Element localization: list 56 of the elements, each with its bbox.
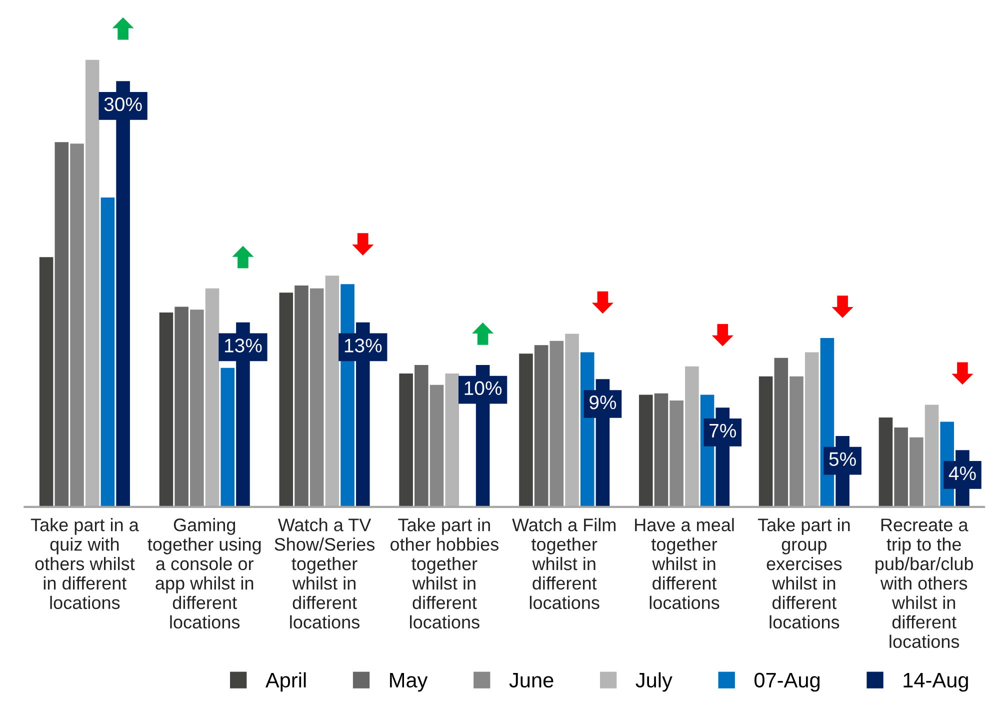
bar	[414, 364, 428, 507]
bar	[550, 340, 564, 507]
bar	[294, 286, 308, 507]
bar	[100, 198, 115, 507]
bar	[279, 292, 294, 507]
data-label: 7%	[710, 424, 736, 438]
bar	[220, 368, 235, 507]
bar	[325, 276, 340, 507]
bar	[430, 384, 444, 507]
bar	[399, 374, 413, 507]
data-label: 4%	[948, 466, 976, 480]
bar	[70, 144, 84, 507]
bar	[445, 374, 459, 507]
bar	[205, 288, 220, 507]
bar	[85, 60, 100, 507]
bar	[638, 394, 653, 507]
x-tick-label: Take part in group exercises whilst in different locations	[758, 518, 850, 629]
bar	[310, 288, 324, 507]
bar	[174, 306, 188, 507]
bar	[878, 418, 893, 507]
bar	[39, 257, 54, 507]
bar	[894, 427, 908, 507]
legend-label: April	[265, 672, 306, 692]
x-tick-label: Watch a TV Show/Series together whilst in different locations	[274, 518, 375, 629]
x-tick-label: Have a meal together whilst in different locations	[635, 518, 734, 610]
data-label: 9%	[590, 395, 616, 410]
bar	[534, 345, 548, 507]
data-label: 13%	[344, 338, 382, 352]
bar	[565, 334, 579, 507]
legend-label: 07-Aug	[754, 672, 820, 692]
bar	[519, 354, 533, 507]
x-tick-label: Recreate a trip to the pub/bar/club with others whilst in different locations	[876, 518, 974, 648]
legend-label: July	[636, 672, 672, 692]
legend-label: 14-Aug	[904, 673, 968, 692]
bar	[924, 404, 939, 507]
bar	[774, 358, 788, 507]
bar	[670, 400, 684, 507]
data-label: 5%	[829, 452, 856, 466]
x-tick-label: Watch a Film together whilst in different locations	[512, 518, 616, 610]
x-tick-label: Take part in other hobbies together whilst in different locations	[390, 518, 498, 629]
bar	[190, 310, 204, 507]
bar	[685, 366, 699, 507]
bar	[804, 352, 819, 507]
x-tick-label: Take part in a quiz with others whilst in different locations	[30, 518, 139, 610]
bar	[910, 437, 924, 507]
data-label: 13%	[224, 338, 262, 352]
data-label: 30%	[104, 97, 142, 112]
legend-label: May	[390, 673, 428, 692]
bar	[758, 376, 773, 507]
legend-label: June	[509, 673, 554, 688]
bar	[159, 312, 174, 507]
bar	[54, 142, 69, 507]
bar	[790, 376, 804, 507]
x-tick-label: Gaming together using a console or app whilst in different locations	[148, 518, 261, 629]
bar	[654, 393, 668, 507]
data-label: 10%	[464, 381, 502, 396]
